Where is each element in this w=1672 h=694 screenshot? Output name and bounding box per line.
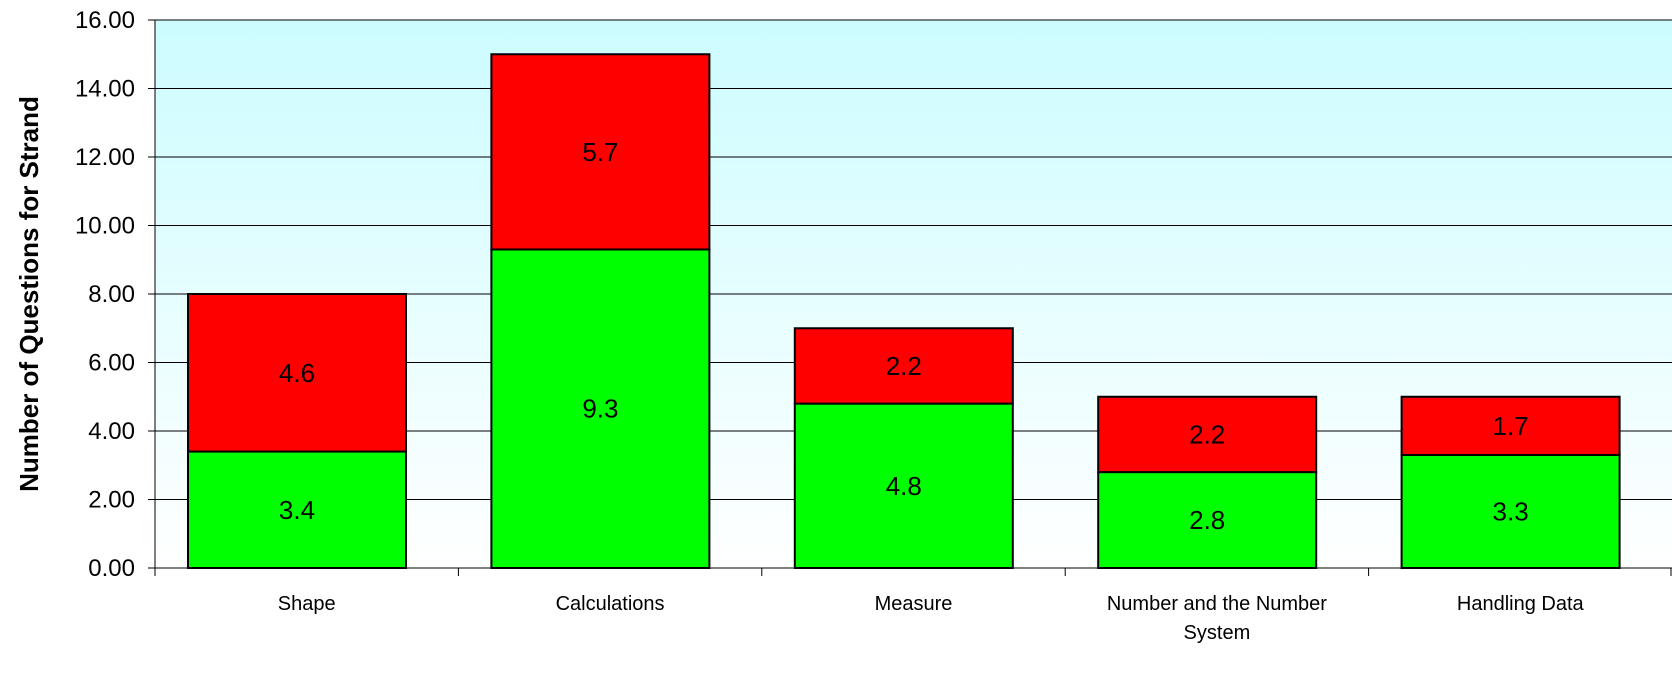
bar-segment: [187, 450, 407, 569]
bar-segment: [793, 402, 1014, 569]
bar-segment: [1400, 453, 1621, 570]
y-tick-label: 16.00: [75, 7, 135, 34]
category-label: Calculations: [556, 593, 665, 615]
y-axis-title: Number of Questions for Strand: [14, 96, 44, 492]
data-label: 4.8: [886, 471, 922, 501]
y-tick-label: 4.00: [88, 418, 135, 445]
y-tick-label: 12.00: [75, 144, 135, 171]
y-tick-label: 6.00: [88, 350, 135, 377]
data-label: 2.2: [1189, 419, 1225, 449]
bar-segment: [490, 248, 711, 569]
category-label: Number and the Number: [1107, 593, 1327, 615]
y-tick-label: 8.00: [88, 281, 135, 308]
data-label: 3.4: [279, 495, 315, 525]
category-label: System: [1184, 622, 1251, 644]
data-label: 2.8: [1189, 505, 1225, 535]
bar-segment: [1097, 395, 1318, 474]
data-label: 5.7: [582, 137, 618, 167]
data-label: 9.3: [582, 394, 618, 424]
y-tick-label: 2.00: [88, 487, 135, 514]
data-label: 4.6: [279, 358, 315, 388]
data-label: 2.2: [886, 351, 922, 381]
y-tick-label: 0.00: [88, 555, 135, 582]
y-tick-label: 14.00: [75, 76, 135, 103]
data-label: 3.3: [1493, 496, 1529, 526]
bar-segment: [793, 327, 1014, 405]
category-label: Shape: [278, 593, 336, 615]
bar-segment: [490, 53, 711, 251]
category-label: Handling Data: [1457, 593, 1585, 615]
y-tick-label: 10.00: [75, 213, 135, 240]
bar-segment: [1400, 395, 1621, 456]
category-label: Measure: [875, 593, 953, 615]
data-label: 1.7: [1493, 411, 1529, 441]
bar-segment: [187, 293, 407, 453]
